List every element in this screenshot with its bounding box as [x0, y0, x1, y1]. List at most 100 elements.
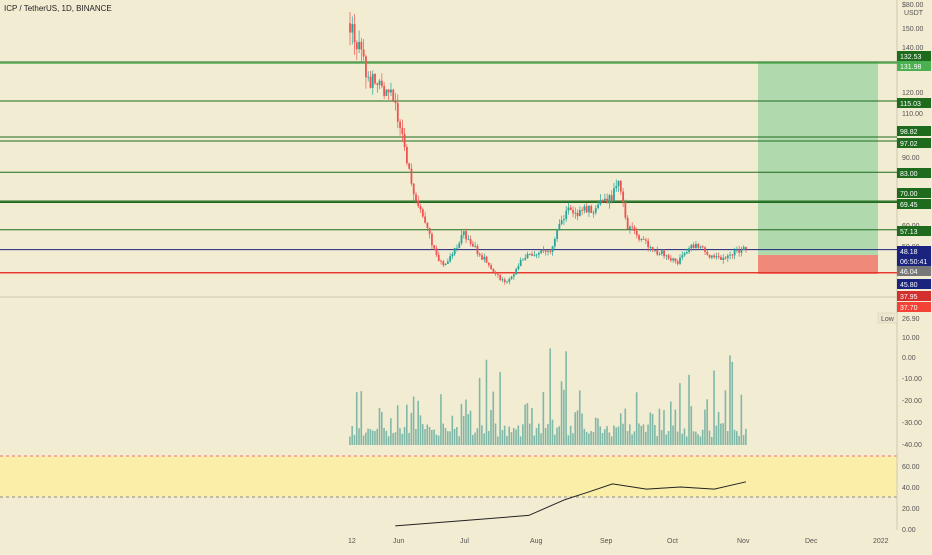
- volume-bar: [644, 431, 647, 445]
- volume-bar: [738, 435, 740, 445]
- volume-bar: [720, 423, 722, 445]
- price-axis-currency: USDT: [904, 10, 924, 17]
- candle-body: [731, 254, 734, 256]
- candle-body: [619, 180, 622, 192]
- volume-bar: [358, 428, 360, 445]
- volume-bar: [415, 429, 417, 445]
- candle-body: [524, 258, 527, 260]
- candle-body: [597, 204, 599, 209]
- candle-body: [446, 261, 449, 264]
- volume-bar: [681, 433, 683, 445]
- candle-body: [374, 74, 376, 84]
- volume-bar: [599, 426, 602, 445]
- target-zone[interactable]: [758, 62, 878, 255]
- candle-body: [633, 227, 636, 231]
- volume-bar: [588, 433, 590, 445]
- level-label-box: [897, 98, 931, 108]
- volume-bar: [633, 431, 636, 445]
- price-tick: 120.00: [902, 90, 924, 97]
- volume-bar: [699, 436, 702, 445]
- volume-bar: [399, 428, 401, 445]
- volume-bar: [474, 432, 476, 445]
- candle-body: [405, 147, 408, 164]
- candle-body: [517, 266, 520, 270]
- candle-body: [410, 168, 413, 184]
- level-lines: [0, 61, 897, 274]
- candle-body: [465, 231, 467, 240]
- level-label-box: [897, 302, 931, 312]
- volume-bar: [603, 429, 606, 445]
- volume-bar: [672, 425, 674, 445]
- price-tick: 90.00: [902, 155, 920, 162]
- candle-body: [497, 273, 499, 275]
- volume-bar: [624, 408, 627, 445]
- candle-body: [355, 42, 358, 50]
- volume-bar: [606, 426, 608, 445]
- price-axis-top-label: $80.00: [902, 2, 924, 9]
- candle-body: [456, 247, 458, 249]
- level-label-text: 37.70: [900, 305, 918, 312]
- candle-body: [358, 41, 361, 50]
- level-label-text: 06:50:41: [900, 259, 927, 266]
- volume-bar: [421, 424, 424, 445]
- volume-bar: [535, 428, 538, 445]
- candle-body: [537, 252, 540, 255]
- volume-bar: [708, 430, 711, 445]
- volume-bar: [410, 412, 413, 445]
- candle-body: [610, 195, 613, 202]
- level-label-box: [897, 246, 931, 256]
- candle-body: [551, 246, 554, 252]
- candle-body: [519, 259, 522, 267]
- candle-body: [674, 258, 677, 262]
- volume-bar: [449, 431, 451, 445]
- volume-bar: [390, 418, 392, 445]
- candle-body: [642, 239, 645, 240]
- volume-tick: -10.00: [902, 376, 922, 383]
- volume-bar: [533, 435, 536, 445]
- candle-body: [426, 222, 429, 228]
- volume-bar: [360, 391, 363, 445]
- volume-bar: [453, 428, 456, 445]
- candle-body: [745, 247, 747, 249]
- volume-bar: [528, 423, 531, 445]
- time-label: Jul: [460, 538, 469, 545]
- volume-bar: [740, 394, 743, 445]
- volume-bar: [608, 432, 611, 445]
- candle-body: [726, 255, 729, 259]
- volume-bar: [510, 432, 513, 445]
- time-label: Sep: [600, 538, 613, 545]
- candle-body: [679, 257, 681, 264]
- stop-zone[interactable]: [758, 255, 878, 274]
- candle-body: [460, 234, 463, 244]
- volume-bar: [685, 436, 688, 445]
- candle-body: [494, 271, 497, 274]
- candle-body: [383, 86, 386, 96]
- candle-body: [556, 230, 559, 239]
- volume-bar: [590, 431, 592, 445]
- candle-body: [437, 254, 440, 261]
- level-label-text: 48.18: [900, 249, 918, 256]
- volume-bar: [613, 425, 615, 445]
- volume-bar: [626, 431, 629, 445]
- candle-body: [535, 254, 538, 256]
- candle-body: [622, 191, 625, 203]
- volume-bar: [490, 409, 492, 445]
- candle-body: [565, 210, 568, 220]
- candle-body: [462, 231, 465, 235]
- volume-bar: [392, 433, 394, 445]
- volume-bar: [387, 436, 390, 445]
- time-axis[interactable]: 12 Jun Jul Aug Sep Oct Nov Dec 2022: [348, 538, 889, 545]
- volume-bar: [478, 377, 481, 445]
- level-label-text: 69.45: [900, 202, 918, 209]
- candle-body: [433, 245, 436, 249]
- volume-bar: [690, 406, 693, 445]
- volume-bar: [735, 431, 738, 445]
- candle-body: [503, 279, 506, 282]
- candle-body: [487, 262, 490, 266]
- candle-body: [380, 80, 383, 87]
- candle-body: [403, 133, 406, 148]
- volume-bar: [674, 409, 677, 445]
- volume-bar: [731, 361, 734, 445]
